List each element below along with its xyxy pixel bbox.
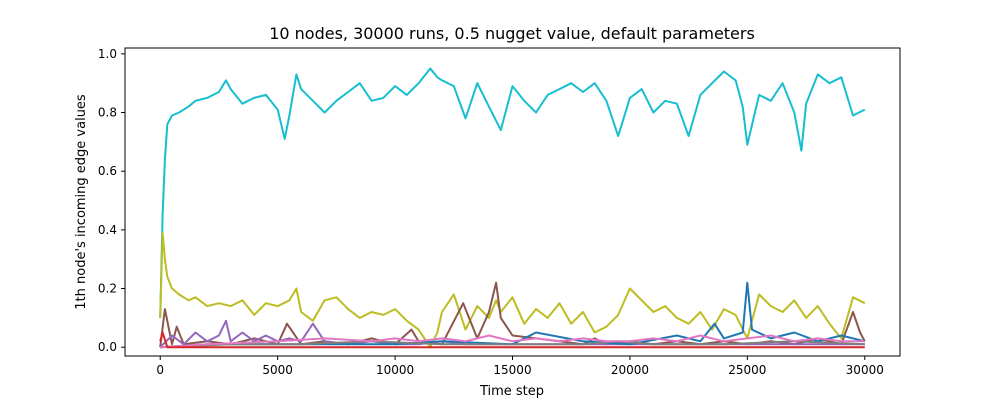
y-tick-label: 0.4: [98, 223, 117, 237]
x-axis-ticks: 0 5000 10000 15000 20000 25000 30000: [156, 356, 884, 377]
x-tick-label: 5000: [262, 363, 293, 377]
y-tick-label: 1.0: [98, 47, 117, 61]
series-layer: [159, 67, 866, 349]
x-tick-label: 25000: [728, 363, 766, 377]
y-tick-label: 0.2: [98, 282, 117, 296]
x-tick-label: 0: [156, 363, 164, 377]
series-line-6: [160, 340, 865, 349]
series-line-2: [159, 231, 866, 349]
x-axis-label: Time step: [479, 384, 544, 399]
y-tick-label: 0.0: [98, 340, 117, 354]
y-axis-label: 1th node's incoming edge values: [74, 94, 89, 310]
y-axis-ticks: 0.0 0.2 0.4 0.6 0.8 1.0: [98, 47, 125, 354]
x-tick-label: 20000: [611, 363, 649, 377]
series-line-1: [159, 67, 866, 318]
series-line-8: [159, 331, 865, 349]
x-tick-label: 30000: [846, 363, 884, 377]
y-tick-label: 0.8: [98, 106, 117, 120]
series-line-7: [160, 334, 865, 349]
y-tick-label: 0.6: [98, 164, 117, 178]
chart-title: 10 nodes, 30000 runs, 0.5 nugget value, …: [269, 24, 755, 43]
x-tick-label: 15000: [493, 363, 531, 377]
x-tick-label: 10000: [376, 363, 414, 377]
